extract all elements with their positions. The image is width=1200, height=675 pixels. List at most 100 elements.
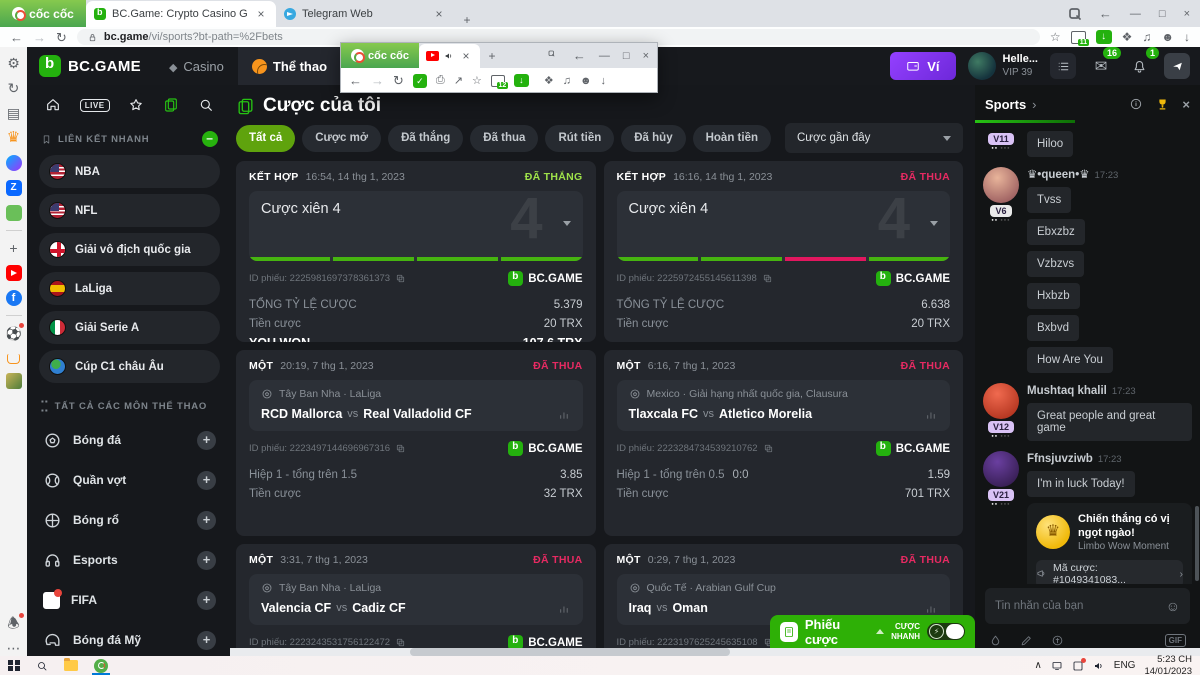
sidebar-sport-esports[interactable]: Esports [39,543,220,577]
downloads-tray-icon[interactable]: ↓ [1184,30,1190,44]
maximize-window-button[interactable]: □ [622,49,630,62]
close-chat-icon[interactable]: × [1182,96,1190,112]
expand-plus-button[interactable] [197,590,216,610]
nav-sports[interactable]: Thể thao [237,47,342,85]
expand-plus-button[interactable] [197,470,216,490]
chevron-down-icon[interactable] [562,221,571,226]
newsfeed-icon[interactable]: ▤ [6,105,21,121]
expand-plus-button[interactable] [197,430,216,450]
stats-icon[interactable] [925,408,938,421]
bet-selections-box[interactable]: Cược xiên 4 4 [249,191,583,261]
copy-icon[interactable] [762,273,773,284]
extensions-puzzle-icon[interactable]: ❖ [543,75,554,87]
coccoc-taskbar-button[interactable] [92,656,110,675]
floating-browser-window[interactable]: cốc cốc — □ × ⎙ ↗ ☆ 12 ❖ ♫ ☻ ↓ [340,42,658,93]
coccoc-menu-button[interactable]: cốc cốc [0,0,86,27]
filter-open[interactable]: Cược mở [302,124,382,152]
add-shortcut-icon[interactable]: + [9,240,18,256]
reopen-tab-icon[interactable] [1099,7,1112,20]
save-page-icon[interactable]: ⎙ [435,74,445,86]
collapse-button[interactable] [202,131,218,147]
info-icon[interactable] [1129,97,1143,111]
sidebar-sport-american-football[interactable]: Bóng đá Mỹ [39,623,220,656]
nav-casino[interactable]: Casino [155,47,238,85]
close-window-button[interactable]: × [642,49,649,62]
minimize-window-button[interactable]: — [598,49,610,62]
taskbar-search-button[interactable] [36,656,48,675]
stats-icon[interactable] [558,602,571,615]
user-info[interactable]: Helle... VIP 39 [1003,53,1038,79]
my-bets-icon[interactable] [163,97,179,113]
close-tab-icon[interactable] [432,7,446,21]
filter-refund[interactable]: Hoàn tiền [692,124,771,152]
close-tab-icon[interactable] [254,7,268,21]
sidebar-sport-soccer[interactable]: Bóng đá [39,423,220,457]
home-icon[interactable] [45,97,61,113]
chevron-right-icon[interactable]: › [1032,96,1037,112]
profile-icon[interactable]: ☻ [1161,30,1174,44]
profile-icon[interactable]: ☻ [579,74,592,87]
chevron-down-icon[interactable] [930,221,938,226]
language-indicator[interactable]: ENG [1113,660,1136,671]
horizontal-scrollbar[interactable] [230,648,1200,656]
inbox-button[interactable]: ✉ 16 [1088,47,1121,79]
sidebar-sport-basketball[interactable]: Bóng rổ [39,503,220,537]
bet-code-row[interactable]: Mã cược: #1049341083... › [1036,559,1183,584]
sidebar-sport-fifa[interactable]: FIFA [39,583,220,617]
close-tab-icon[interactable] [459,49,473,63]
tray-expand-icon[interactable]: ∧ [1034,660,1042,671]
copy-icon[interactable] [395,637,406,648]
sidebar-sport-tennis[interactable]: Quần vợt [39,463,220,497]
network-icon[interactable] [1051,660,1063,672]
expand-plus-button[interactable] [197,510,216,530]
search-tabs-icon[interactable] [548,50,560,62]
copy-icon[interactable] [763,443,774,454]
avatar[interactable] [983,451,1019,487]
new-tab-button[interactable] [460,13,474,27]
bet-selections-box[interactable]: Tây Ban Nha · LaLiga RCD Mallorca vs Real … [249,380,583,431]
back-button[interactable] [349,74,362,87]
forward-button[interactable] [33,31,46,44]
chat-input[interactable] [995,600,1166,612]
zalo-icon[interactable] [5,180,22,196]
download-media-button[interactable] [1095,30,1112,44]
bookmark-star-icon[interactable]: ☆ [471,75,482,87]
download-media-button[interactable] [513,74,529,87]
speaker-icon[interactable] [444,51,454,61]
messenger-icon[interactable] [5,155,22,171]
extensions-puzzle-icon[interactable]: ❖ [1121,30,1133,44]
quick-bet-toggle[interactable] [927,623,965,640]
close-window-button[interactable]: × [1183,7,1190,20]
filter-won[interactable]: Đã thắng [388,124,464,152]
bet-slip-button[interactable]: Phiếu cược CƯỢC NHANH [770,615,975,648]
speaker-icon[interactable] [1093,660,1105,672]
history-icon[interactable]: ↻ [7,80,20,96]
bookmark-star-icon[interactable]: ☆ [1049,30,1061,44]
file-explorer-button[interactable] [64,656,78,675]
expand-plus-button[interactable] [197,550,216,570]
bet-selections-box[interactable]: Cược xiên 4 4 [616,191,950,261]
bcgame-logo[interactable]: BC.GAME [39,55,141,77]
start-button[interactable] [8,656,20,675]
rain-drop-icon[interactable] [989,634,1002,647]
avatar[interactable] [983,383,1019,419]
coccoc-extension-icon[interactable]: 11 [1070,30,1089,46]
forward-button[interactable] [371,74,384,87]
avatar[interactable] [983,167,1019,203]
chat-toggle-button[interactable] [1164,53,1190,79]
search-icon[interactable] [198,97,214,113]
music-icon[interactable]: ♫ [562,74,571,87]
reload-button[interactable] [56,31,67,44]
trophy-icon[interactable] [1155,97,1170,112]
shopping-cart-icon[interactable] [7,354,20,364]
reload-button[interactable] [393,74,404,87]
notifications-bell-icon[interactable]: 🕭 [7,613,24,631]
stats-icon[interactable] [925,602,938,615]
maximize-window-button[interactable]: □ [1158,7,1166,20]
sort-dropdown[interactable]: Cược gần đây [785,123,963,153]
chat-input-box[interactable] [985,588,1190,624]
sidebar-item-champions-league[interactable]: Cúp C1 châu Âu [39,350,220,383]
sidebar-item-premier-league[interactable]: Giải vô địch quốc gia [39,233,220,266]
expand-plus-button[interactable] [197,630,216,650]
sports-scores-icon[interactable] [6,323,24,341]
